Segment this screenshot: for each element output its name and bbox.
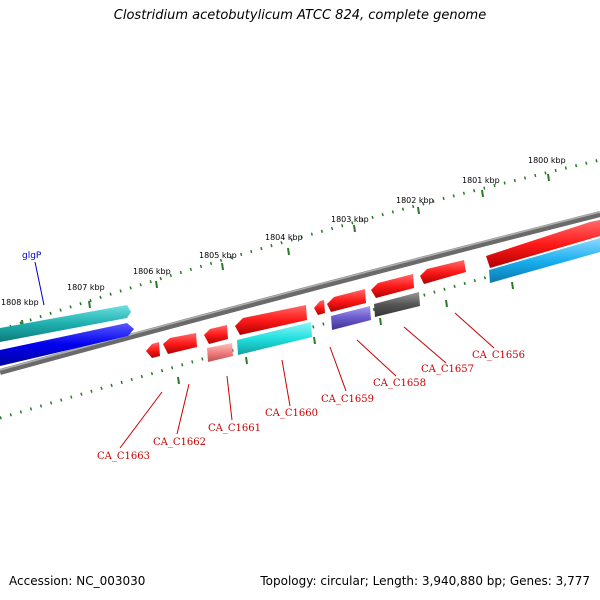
glgP-pointer xyxy=(34,261,45,306)
label-CA_C1659[interactable]: CA_C1659 xyxy=(321,394,374,405)
gene-CA_C1663[interactable] xyxy=(146,342,160,358)
gene-forward-cds[interactable] xyxy=(489,238,600,283)
gene-CA_C1657[interactable] xyxy=(420,260,466,284)
tick-label: 1805 kbp xyxy=(199,251,237,260)
gene-forward-cds[interactable] xyxy=(0,323,134,366)
tick-label: 1802 kbp xyxy=(396,196,434,205)
inner-major-ticks xyxy=(177,281,514,385)
tick-label: 1800 kbp xyxy=(528,156,566,165)
tick-label: 1803 kbp xyxy=(331,215,369,224)
gene-CA_C1659[interactable] xyxy=(331,306,371,330)
gene-CA_C1659-red[interactable] xyxy=(314,300,325,315)
label-CA_C1662[interactable]: CA_C1662 xyxy=(153,437,206,448)
accession-label: Accession: NC_003030 xyxy=(9,574,146,588)
tick-label: 1807 kbp xyxy=(67,283,105,292)
label-CA_C1661[interactable]: CA_C1661 xyxy=(208,423,261,434)
gene-CA_C1661-pink[interactable] xyxy=(207,343,233,362)
gene-CA_C1661[interactable] xyxy=(204,325,228,344)
gene-glgP[interactable] xyxy=(0,305,131,342)
label-pointers xyxy=(119,312,495,449)
major-ticks xyxy=(21,173,550,328)
gene-CA_C1662[interactable] xyxy=(163,333,197,354)
gene-CA_C1658-red[interactable] xyxy=(371,274,414,298)
gene-CA_C1660[interactable] xyxy=(237,322,312,355)
tick-label: 1801 kbp xyxy=(462,176,500,185)
genome-info-label: Topology: circular; Length: 3,940,880 bp… xyxy=(260,574,590,588)
label-CA_C1660[interactable]: CA_C1660 xyxy=(265,408,318,419)
tick-label: 1804 kbp xyxy=(265,233,303,242)
gene-forward-cds[interactable] xyxy=(486,220,600,268)
genome-backbone xyxy=(0,211,600,375)
gene-CA_C1659-red2[interactable] xyxy=(327,289,366,312)
label-glgP[interactable]: glgP xyxy=(22,251,42,261)
label-CA_C1658[interactable]: CA_C1658 xyxy=(373,378,426,389)
label-CA_C1663[interactable]: CA_C1663 xyxy=(97,451,150,462)
map-title: Clostridium acetobutylicum ATCC 824, com… xyxy=(113,8,487,23)
tick-label: 1806 kbp xyxy=(133,267,171,276)
label-CA_C1657[interactable]: CA_C1657 xyxy=(421,364,474,375)
gene-CA_C1660-red[interactable] xyxy=(235,305,307,335)
tick-label: 1808 kbp xyxy=(1,298,39,307)
label-CA_C1656[interactable]: CA_C1656 xyxy=(472,350,525,361)
gene-CA_C1658[interactable] xyxy=(374,292,420,317)
